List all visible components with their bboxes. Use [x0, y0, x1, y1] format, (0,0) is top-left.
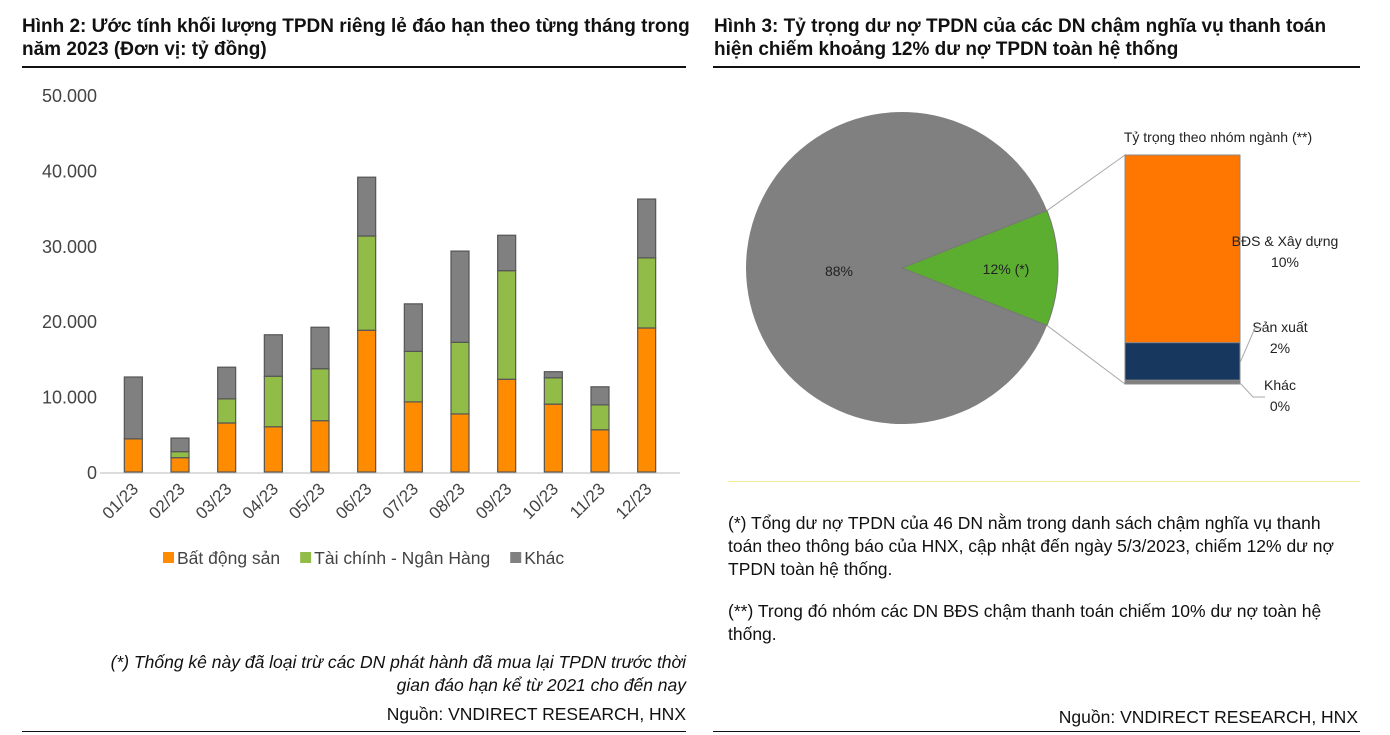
- bar-segment: [310, 420, 330, 473]
- breakdown-value: 2%: [1270, 340, 1290, 356]
- right-title-rule: [713, 66, 1360, 68]
- bar-segment: [123, 438, 143, 473]
- x-tick-label: 12/23: [612, 479, 656, 523]
- left-footnote-line1: (*) Thống kê này đã loại trừ các DN phát…: [110, 652, 686, 672]
- bar-segment: [450, 341, 470, 415]
- bar-segment: [543, 403, 563, 473]
- breakdown-value: 10%: [1271, 254, 1299, 270]
- breakdown-value: 0%: [1270, 398, 1290, 414]
- y-tick-label: 30.000: [42, 237, 97, 257]
- right-bottom-rule: [713, 731, 1360, 732]
- legend-label: Khác: [524, 548, 564, 568]
- bar-segment: [217, 398, 237, 424]
- x-tick-label: 04/23: [239, 479, 283, 523]
- bar-segment: [403, 303, 423, 352]
- right-note-1: (*) Tổng dư nợ TPDN của 46 DN nằm trong …: [728, 513, 1334, 579]
- left-source: Nguồn: VNDIRECT RESEARCH, HNX: [386, 704, 686, 724]
- bar-segment: [637, 257, 657, 329]
- bar-segment: [170, 457, 190, 473]
- bar-segment: [590, 386, 610, 406]
- legend-swatch: [510, 552, 522, 563]
- y-tick-label: 10.000: [42, 388, 97, 408]
- bar-segment: [263, 426, 283, 473]
- bar-segment: [590, 429, 610, 473]
- left-footnote: (*) Thống kê này đã loại trừ các DN phát…: [30, 651, 686, 697]
- bar-segment: [123, 376, 143, 440]
- bar-segment: [497, 234, 517, 272]
- x-tick-label: 09/23: [472, 479, 516, 523]
- x-tick-label: 06/23: [332, 479, 376, 523]
- x-tick-label: 08/23: [425, 479, 469, 523]
- bar-segment: [310, 326, 330, 370]
- x-tick-label: 01/23: [99, 479, 143, 523]
- bar-segment: [403, 401, 423, 473]
- bar-segment: [310, 368, 330, 422]
- bar-segment: [543, 377, 563, 405]
- bar-segment: [263, 334, 283, 377]
- bar-segment: [450, 250, 470, 343]
- right-note-2: (**) Trong đó nhóm các DN BĐS chậm thanh…: [728, 601, 1322, 644]
- pie-chart: 88% 12% (*) Tỷ trọng theo nhóm ngành (**) B…: [746, 112, 1339, 425]
- legend-label: Bất động sản: [177, 548, 280, 568]
- bar-segment: [590, 404, 610, 431]
- leader-khac: [1239, 382, 1265, 398]
- bar-segment: [263, 375, 283, 428]
- x-tick-label: 07/23: [379, 479, 423, 523]
- legend-swatch: [300, 552, 312, 563]
- connector-top: [1046, 154, 1126, 211]
- left-title: Hình 2: Ước tính khối lượng TPDN riêng l…: [22, 16, 690, 60]
- right-title: Hình 3: Tỷ trọng dư nợ TPDN của các DN c…: [714, 16, 1327, 60]
- chart-divider: [728, 481, 1360, 482]
- y-tick-label: 50.000: [42, 86, 97, 106]
- y-tick-label: 0: [87, 463, 97, 483]
- pie-label-12: 12% (*): [983, 261, 1030, 277]
- x-tick-label: 05/23: [285, 479, 329, 523]
- pie-slice-other: [746, 112, 1048, 425]
- bar-segment: [357, 235, 377, 331]
- legend-label: Tài chính - Ngân Hàng: [314, 548, 490, 568]
- x-tick-label: 10/23: [519, 479, 563, 523]
- left-title-rule: [22, 66, 686, 68]
- left-footnote-line2: gian đáo hạn kể từ 2021 cho đến nay: [396, 675, 686, 695]
- x-tick-label: 03/23: [192, 479, 236, 523]
- breakdown-segment: [1124, 342, 1241, 381]
- bar-segment: [543, 371, 563, 379]
- legend-swatch: [163, 552, 174, 563]
- bar-segment: [170, 437, 190, 453]
- pie-label-88: 88%: [825, 263, 853, 279]
- breakdown-name: Sản xuất: [1252, 319, 1307, 335]
- bar-chart: 0 10.000 20.000 30.000 40.000 50.000 01/23 02/2…: [42, 86, 680, 568]
- bar-segment: [637, 198, 657, 259]
- left-bottom-rule: [22, 731, 686, 732]
- x-tick-label: 02/23: [145, 479, 189, 523]
- y-tick-label: 20.000: [42, 312, 97, 332]
- x-tick-label: 11/23: [566, 479, 609, 522]
- bar-segment: [357, 329, 377, 473]
- connector-bottom: [1046, 325, 1126, 385]
- bar-segment: [450, 413, 470, 473]
- breakdown-name: Khác: [1264, 377, 1296, 393]
- bar-segment: [217, 366, 237, 400]
- bar-segment: [497, 378, 517, 473]
- bar-segment: [403, 350, 423, 403]
- pie-slice-late: [900, 209, 1059, 327]
- right-source: Nguồn: VNDIRECT RESEARCH, HNX: [1058, 707, 1358, 727]
- bar-segment: [170, 451, 190, 459]
- bar-segment: [637, 327, 657, 473]
- bar-segment: [217, 422, 237, 473]
- breakdown-segment: [1124, 154, 1241, 344]
- bar-segment: [357, 176, 377, 237]
- leader-san-xuat: [1239, 327, 1265, 363]
- breakdown-name: BĐS & Xây dựng: [1232, 233, 1339, 249]
- breakdown-title: Tỷ trọng theo nhóm ngành (**): [1124, 129, 1312, 145]
- breakdown-segment: [1124, 379, 1241, 385]
- y-tick-label: 40.000: [42, 161, 97, 181]
- bar-segment: [497, 270, 517, 380]
